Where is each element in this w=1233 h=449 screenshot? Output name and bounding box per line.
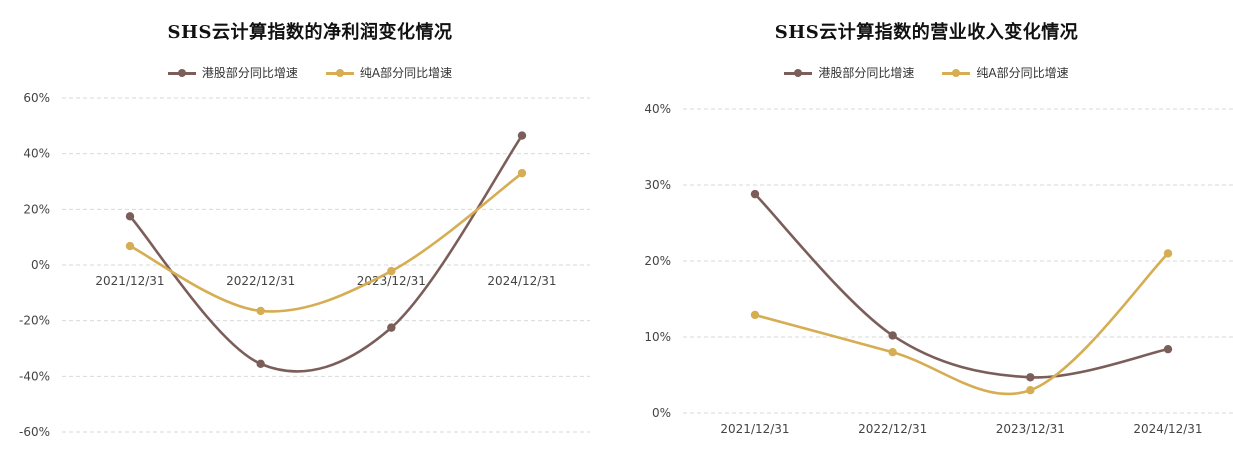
x-tick-label: 2023/12/31 — [996, 422, 1065, 436]
series-line — [129, 134, 524, 373]
revenue-plot: 40% 30% 20% 10% 0% 2021/12/31 2022/12/31 2023/1… — [644, 102, 1233, 436]
y-tick-label: 40% — [644, 102, 671, 116]
data-point — [256, 306, 265, 316]
data-point — [256, 359, 265, 369]
legend-swatch-icon — [784, 67, 813, 79]
y-tick-label: 30% — [644, 178, 671, 192]
chart-panel-revenue: SHS云计算指数的营业收入变化情况 港股部分同比增速 纯A部分同比增速 40% 3… — [620, 0, 1233, 449]
x-tick-label: 2023/12/31 — [357, 274, 426, 288]
y-tick-label: 0% — [652, 406, 671, 420]
series-line — [754, 252, 1169, 396]
data-point — [125, 212, 135, 221]
y-tick-label: 20% — [644, 254, 671, 268]
legend-swatch-icon — [325, 67, 354, 79]
data-point — [1026, 386, 1035, 395]
data-point — [888, 348, 897, 357]
chart-title: SHS云计算指数的营业收入变化情况 — [774, 22, 1079, 43]
legend-item-hk: 港股部分同比增速 — [167, 64, 298, 81]
data-point — [1163, 249, 1173, 258]
x-tick-label: 2021/12/31 — [720, 422, 789, 436]
legend-label: 纯A部分同比增速 — [976, 66, 1069, 80]
legend-label: 港股部分同比增速 — [818, 66, 915, 80]
data-point — [888, 331, 897, 340]
x-tick-label: 2024/12/31 — [1133, 422, 1202, 436]
chart-legend: 港股部分同比增速 纯A部分同比增速 — [620, 64, 1233, 81]
chart-title: SHS云计算指数的净利润变化情况 — [167, 22, 453, 43]
data-point — [387, 266, 396, 276]
x-tick-label: 2021/12/31 — [95, 274, 164, 288]
y-tick-label: 10% — [644, 330, 671, 344]
series-line — [129, 172, 523, 313]
data-point — [517, 131, 527, 140]
y-tick-label: -20% — [19, 314, 50, 328]
y-tick-label: -60% — [19, 425, 50, 439]
legend-item-hk: 港股部分同比增速 — [784, 64, 914, 81]
net-profit-plot: 60% 40% 20% 0% -20% -40% -60% 2021/12/31 2022/12… — [19, 91, 590, 439]
y-tick-label: 40% — [23, 147, 50, 161]
chart-legend: 港股部分同比增速 纯A部分同比增速 — [0, 64, 620, 81]
legend-label: 纯A部分同比增速 — [359, 66, 453, 80]
x-tick-label: 2022/12/31 — [858, 422, 927, 436]
data-point — [125, 241, 135, 251]
data-point — [1163, 344, 1173, 354]
y-tick-label: 60% — [23, 91, 50, 105]
x-tick-label: 2022/12/31 — [226, 274, 295, 288]
legend-label: 港股部分同比增速 — [201, 66, 298, 80]
y-tick-label: 20% — [23, 202, 50, 216]
series-line — [754, 193, 1169, 379]
legend-item-a: 纯A部分同比增速 — [325, 64, 453, 81]
data-point — [750, 310, 760, 320]
legend-swatch-icon — [942, 67, 971, 79]
data-point — [1026, 373, 1035, 382]
data-point — [750, 189, 760, 199]
data-point — [517, 168, 527, 178]
legend-swatch-icon — [167, 67, 196, 79]
chart-panel-net-profit: SHS云计算指数的净利润变化情况 港股部分同比增速 纯A部分同比增速 60% 40… — [0, 22, 620, 439]
legend-item-a: 纯A部分同比增速 — [942, 64, 1069, 81]
y-tick-label: -40% — [19, 369, 50, 383]
y-tick-label: 0% — [31, 258, 50, 272]
data-point — [387, 323, 396, 332]
x-tick-label: 2024/12/31 — [487, 274, 556, 288]
